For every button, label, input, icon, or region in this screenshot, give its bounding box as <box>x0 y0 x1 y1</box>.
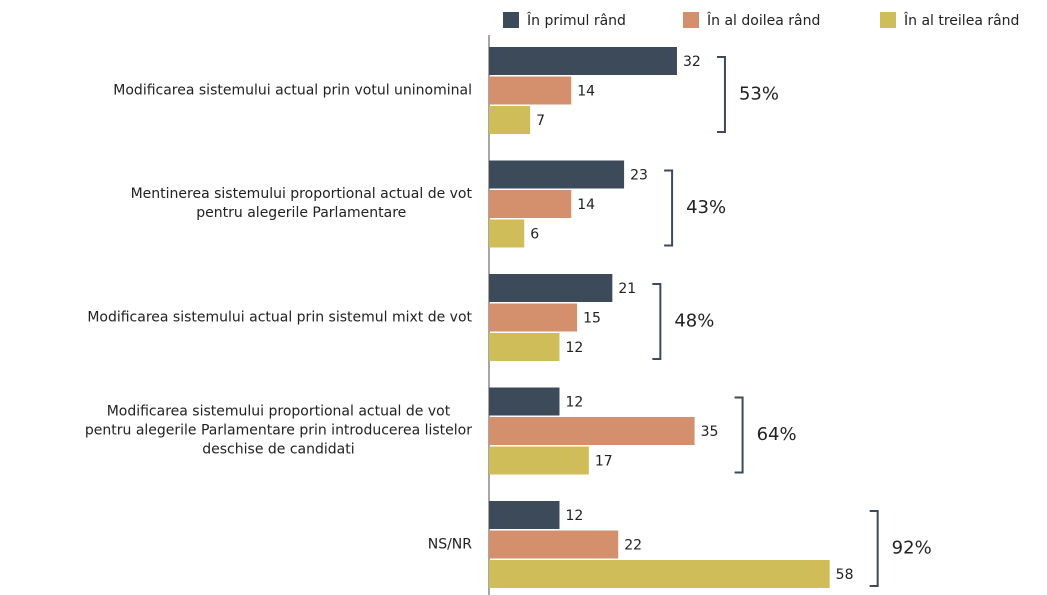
value-label: 12 <box>565 395 583 411</box>
legend-swatch <box>880 12 896 28</box>
legend-swatch <box>683 12 699 28</box>
value-label: 12 <box>565 508 583 524</box>
bracket <box>652 283 662 360</box>
value-label: 32 <box>683 54 701 70</box>
category-label: Modificarea sistemului actual prin siste… <box>87 309 472 325</box>
annotation: 43% <box>686 197 726 218</box>
bar <box>489 160 625 189</box>
annotation: 64% <box>757 424 797 445</box>
value-label: 6 <box>530 227 539 243</box>
value-label: 17 <box>595 454 613 470</box>
value-label: 14 <box>577 197 595 213</box>
value-label: 58 <box>836 567 854 583</box>
value-label: 21 <box>618 281 636 297</box>
bar <box>489 219 525 248</box>
value-label: 15 <box>583 311 601 327</box>
value-label: 35 <box>701 424 719 440</box>
category-label: Modificarea sistemului proportional actu… <box>84 403 472 458</box>
annotation: 48% <box>674 311 714 332</box>
bar <box>489 530 619 559</box>
bracket <box>734 396 744 474</box>
bar <box>489 303 578 332</box>
value-label: 12 <box>565 340 583 356</box>
bar <box>489 47 677 75</box>
value-label: 7 <box>536 113 545 129</box>
bar <box>489 417 695 445</box>
bar <box>489 446 589 475</box>
bar <box>489 501 560 529</box>
bar <box>489 106 531 134</box>
bar <box>489 333 560 361</box>
annotation: 53% <box>739 84 779 105</box>
legend-label: În al doilea rând <box>706 11 820 29</box>
value-label: 22 <box>624 538 642 554</box>
bar <box>489 76 572 105</box>
legend-swatch <box>503 12 519 28</box>
bar <box>489 387 560 416</box>
bar <box>489 190 572 218</box>
legend-label: În primul rând <box>526 11 626 29</box>
bracket <box>664 169 674 247</box>
category-label: Mentinerea sistemului proportional actua… <box>130 186 472 221</box>
legend-label: În al treilea rând <box>903 11 1019 29</box>
value-label: 14 <box>577 84 595 100</box>
bracket <box>716 56 726 133</box>
annotation: 92% <box>892 538 932 559</box>
bracket <box>869 510 879 587</box>
bar <box>489 274 613 302</box>
bar <box>489 560 830 588</box>
value-label: 23 <box>630 168 648 184</box>
category-label: NS/NR <box>427 536 472 552</box>
category-label: Modificarea sistemului actual prin votul… <box>113 82 472 98</box>
